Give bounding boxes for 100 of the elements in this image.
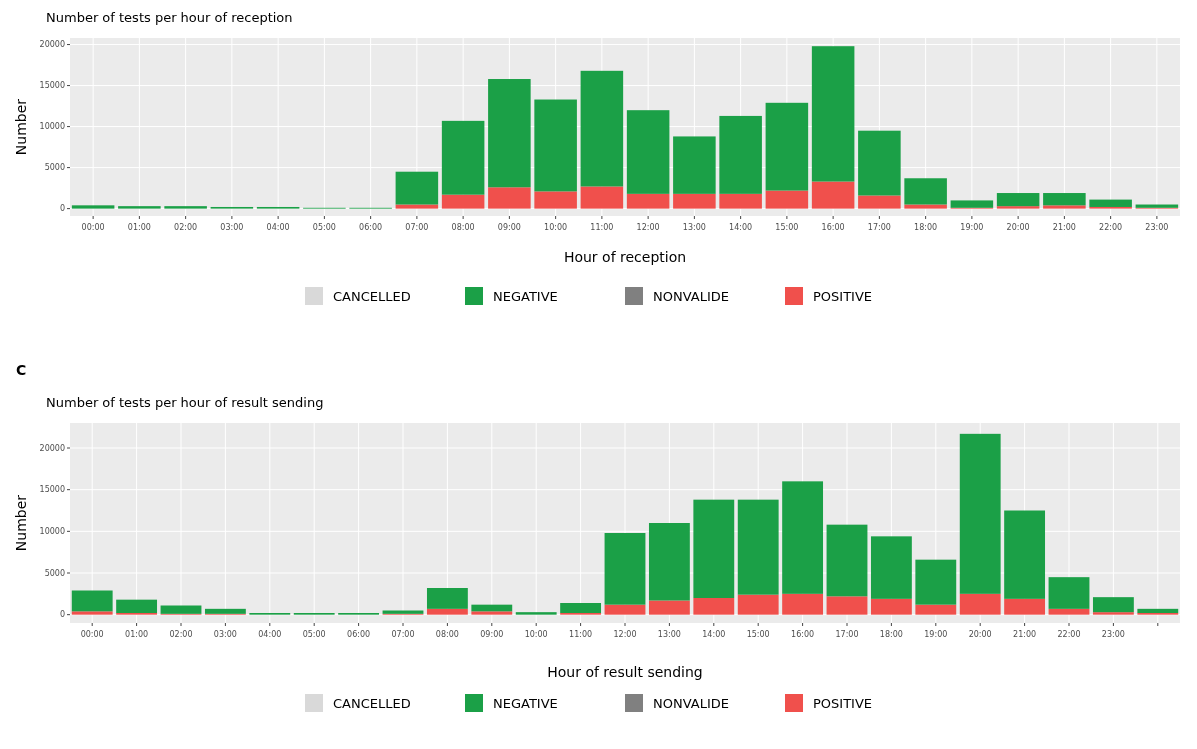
x-tick-label: 11:00 [590,223,614,232]
x-tick-label: 18:00 [879,630,903,639]
bar [534,191,577,209]
y-tick-label: 20000 [39,40,65,50]
x-tick-label: 20:00 [1006,223,1030,232]
bar [719,193,762,209]
bar [1137,608,1179,613]
bar [160,605,202,614]
bar [116,599,158,613]
bar [858,130,901,196]
x-tick-label: 22:00 [1057,630,1081,639]
bar [870,536,912,599]
bar [1004,598,1046,615]
y-tick-label: 0 [59,204,65,214]
bar [1048,608,1090,615]
y-axis-title: Number [13,98,29,156]
x-tick-label: 19:00 [960,223,984,232]
bar [915,604,957,615]
x-tick-label: 10:00 [524,630,548,639]
x-tick-label: 09:00 [497,223,521,232]
bar [395,204,439,209]
bar [959,593,1001,615]
bar [471,604,513,612]
x-tick-label: 15:00 [746,630,770,639]
bar [71,590,113,612]
x-tick-label: 16:00 [821,223,845,232]
chart-title: Number of tests per hour of reception [46,10,293,25]
x-tick-label: 14:00 [702,630,726,639]
bar [395,171,439,205]
x-tick-label: 04:00 [258,630,282,639]
x-tick-label: 02:00 [174,223,198,232]
bar [626,110,670,194]
x-axis-title: Hour of reception [563,249,687,265]
bar [1043,205,1086,209]
x-tick-label: 00:00 [81,223,105,232]
bar [164,206,207,209]
x-tick-label: 11:00 [569,630,593,639]
bar [826,596,868,615]
bar [904,204,947,209]
x-tick-label: 03:00 [220,223,244,232]
y-tick-label: 5000 [44,163,65,173]
bar [1043,193,1086,206]
y-tick-label: 20000 [39,443,65,453]
x-tick-label: 05:00 [302,630,326,639]
bar [604,533,646,605]
bar [1004,510,1046,599]
legend-label: CANCELLED [333,695,411,711]
x-tick-label: 23:00 [1145,223,1169,232]
bar [811,46,855,182]
bar [1092,597,1134,613]
x-tick-label: 16:00 [791,630,815,639]
x-tick-label: 06:00 [359,223,383,232]
x-tick-label: 20:00 [968,630,992,639]
bar [71,205,115,209]
bar [488,79,531,188]
bar [648,600,690,615]
bar [604,604,646,615]
bar [950,200,994,208]
legend-label: POSITIVE [813,695,873,711]
bar [996,206,1040,209]
bar [1048,577,1090,609]
legend-label: NONVALIDE [653,288,729,304]
x-tick-label: 12:00 [636,223,660,232]
text: C [16,362,27,378]
y-tick-label: 10000 [39,122,65,132]
bar [1092,612,1134,615]
x-tick-label: 15:00 [775,223,799,232]
bar [904,178,947,205]
x-tick-label: 13:00 [657,630,681,639]
x-tick-label: 21:00 [1052,223,1076,232]
legend-label: NEGATIVE [493,288,558,304]
bar [782,481,824,594]
x-tick-label: 01:00 [125,630,149,639]
bar [118,206,161,209]
bar [515,612,557,615]
x-tick-label: 08:00 [435,630,459,639]
x-tick-label: 21:00 [1013,630,1037,639]
x-tick-label: 06:00 [347,630,371,639]
bar [996,193,1040,207]
y-tick-label: 5000 [44,568,65,578]
x-tick-label: 02:00 [169,630,193,639]
bar [71,611,113,615]
bar [870,598,912,615]
x-tick-label: 23:00 [1101,630,1125,639]
bar [204,608,246,614]
bar [737,499,779,595]
x-tick-label: 04:00 [266,223,290,232]
x-tick-label: 17:00 [835,630,859,639]
bar [471,611,513,615]
bar [488,187,531,209]
bar [648,523,690,601]
legend-label: POSITIVE [813,288,873,304]
x-tick-label: 12:00 [613,630,637,639]
y-axis-title: Number [13,494,29,552]
x-tick-label: 08:00 [451,223,475,232]
x-tick-label: 09:00 [480,630,504,639]
bar [959,433,1001,594]
bar [673,136,716,194]
y-tick-label: 15000 [39,81,65,91]
legend-label: CANCELLED [333,288,411,304]
